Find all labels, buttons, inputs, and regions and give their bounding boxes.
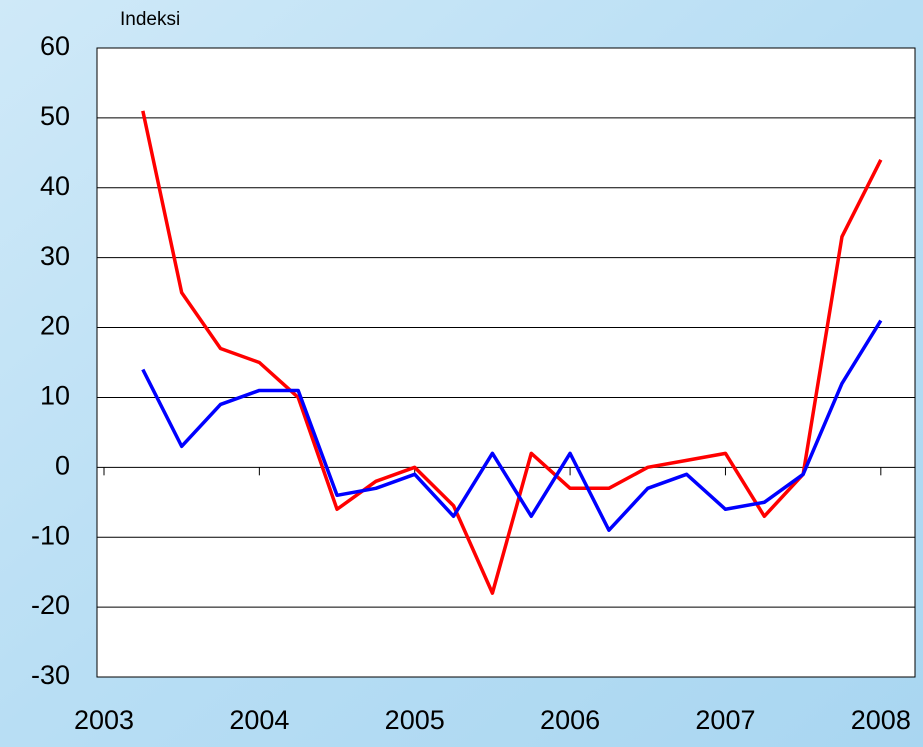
y-tick-label: 50 <box>40 101 70 131</box>
y-tick-label: 20 <box>40 311 70 341</box>
y-tick-label: 10 <box>40 381 70 411</box>
x-tick-label: 2008 <box>851 705 911 735</box>
y-tick-label: 30 <box>40 241 70 271</box>
plot-area <box>96 47 916 678</box>
y-tick-label: -20 <box>31 590 70 620</box>
x-tick-label: 2004 <box>229 705 289 735</box>
line <box>141 319 883 532</box>
x-tick-label: 2006 <box>540 705 600 735</box>
x-tick-label: 2003 <box>74 705 134 735</box>
x-tick-label: 2005 <box>385 705 445 735</box>
y-tick-label: 0 <box>55 450 70 480</box>
y-tick-label: -10 <box>31 520 70 550</box>
y-tick-label: 40 <box>40 171 70 201</box>
x-tick-label: 2007 <box>695 705 755 735</box>
axis-title: Indeksi <box>120 9 180 30</box>
y-tick-label: -30 <box>31 660 70 690</box>
y-tick-label: 60 <box>40 31 70 61</box>
line <box>141 110 883 595</box>
